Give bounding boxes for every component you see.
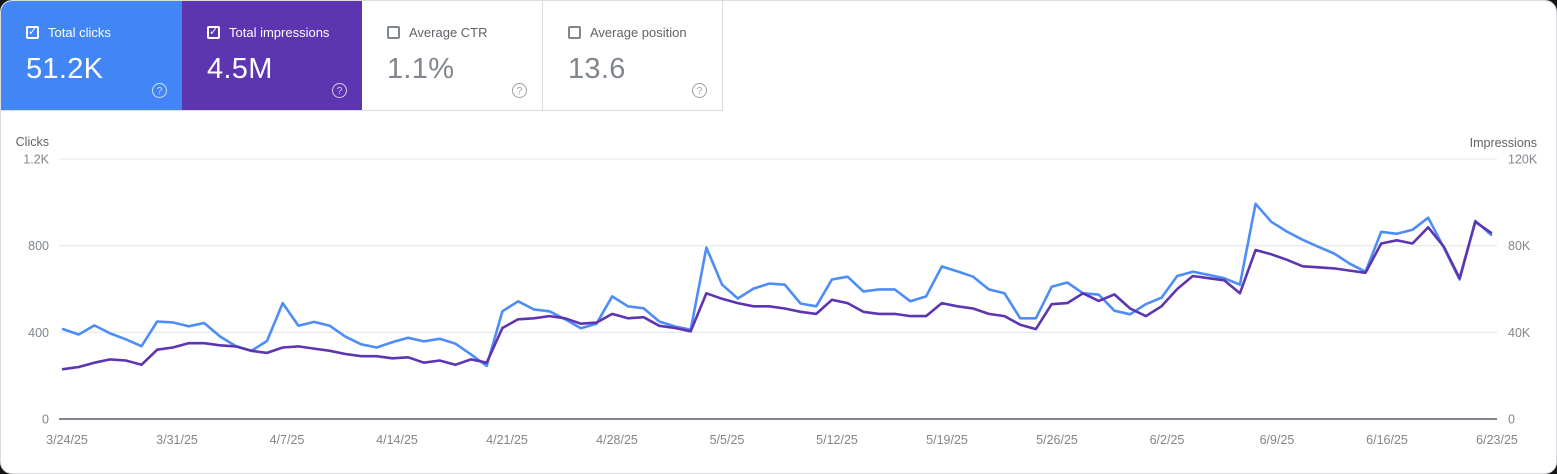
x-axis-label: 4/14/25 (376, 433, 418, 447)
total-impressions-checkbox[interactable]: ✓ (207, 26, 220, 39)
left-axis-title: Clicks (16, 135, 49, 149)
x-axis-label: 6/9/25 (1260, 433, 1295, 447)
average-position-checkbox[interactable] (568, 26, 581, 39)
x-axis-label: 4/7/25 (270, 433, 305, 447)
average-ctr-value: 1.1% (387, 53, 455, 85)
card-total-clicks-header: ✓ Total clicks (26, 25, 182, 40)
series-line-total-impressions (61, 220, 1493, 371)
right-axis-tick: 120K (1508, 153, 1538, 167)
average-ctr-label: Average CTR (409, 25, 488, 40)
card-total-impressions[interactable]: ✓ Total impressions 4.5M ? (182, 1, 362, 110)
right-axis-title: Impressions (1470, 136, 1537, 150)
help-icon[interactable]: ? (692, 83, 707, 98)
card-total-clicks[interactable]: ✓ Total clicks 51.2K ? (1, 1, 182, 110)
performance-chart[interactable]: Clicks Impressions 1.2K 120K 800 80K 400 40K 0… (1, 126, 1557, 474)
total-clicks-checkbox[interactable]: ✓ (26, 26, 39, 39)
card-average-ctr-header: Average CTR (387, 25, 542, 40)
card-average-ctr[interactable]: Average CTR 1.1% ? (362, 1, 542, 110)
left-axis-tick: 0 (42, 413, 49, 427)
axis-tick-labels: 1.2K 120K 800 80K 400 40K 0 0 (23, 153, 1538, 427)
x-axis-label: 6/2/25 (1150, 433, 1185, 447)
x-axis-label: 5/5/25 (710, 433, 745, 447)
help-icon[interactable]: ? (152, 83, 167, 98)
average-ctr-checkbox[interactable] (387, 26, 400, 39)
total-impressions-label: Total impressions (229, 25, 330, 40)
x-axis-label: 6/23/25 (1476, 433, 1518, 447)
card-total-impressions-header: ✓ Total impressions (207, 25, 362, 40)
average-position-value: 13.6 (568, 53, 626, 85)
left-axis-tick: 1.2K (23, 153, 49, 167)
gridlines (59, 158, 1497, 420)
x-axis-label: 4/21/25 (486, 433, 528, 447)
x-axis-label: 4/28/25 (596, 433, 638, 447)
card-average-position-header: Average position (568, 25, 722, 40)
left-axis-tick: 400 (28, 326, 49, 340)
chart-series (61, 202, 1493, 371)
metric-cards-row: ✓ Total clicks 51.2K ? ✓ Total impressio… (1, 1, 723, 111)
x-axis-label: 5/19/25 (926, 433, 968, 447)
total-impressions-value: 4.5M (207, 53, 273, 85)
line-chart-canvas[interactable]: Clicks Impressions 1.2K 120K 800 80K 400 40K 0… (1, 126, 1557, 474)
right-axis-tick: 40K (1508, 326, 1531, 340)
right-axis-tick: 80K (1508, 239, 1531, 253)
x-axis-label: 5/12/25 (816, 433, 858, 447)
help-icon[interactable]: ? (332, 83, 347, 98)
total-clicks-label: Total clicks (48, 25, 111, 40)
x-axis-label: 3/24/25 (46, 433, 88, 447)
x-axis-label: 5/26/25 (1036, 433, 1078, 447)
left-axis-tick: 800 (28, 239, 49, 253)
right-axis-tick: 0 (1508, 413, 1515, 427)
series-line-total-clicks (61, 202, 1493, 368)
average-position-label: Average position (590, 25, 687, 40)
help-icon[interactable]: ? (512, 83, 527, 98)
x-axis-labels: 3/24/25 3/31/25 4/7/25 4/14/25 4/21/25 4/28/2… (46, 433, 1518, 447)
card-average-position[interactable]: Average position 13.6 ? (542, 1, 722, 110)
x-axis-label: 6/16/25 (1366, 433, 1408, 447)
x-axis-label: 3/31/25 (156, 433, 198, 447)
total-clicks-value: 51.2K (26, 53, 104, 85)
